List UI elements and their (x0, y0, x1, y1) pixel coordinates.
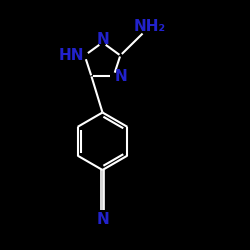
Text: N: N (96, 32, 109, 48)
Text: N: N (96, 212, 109, 228)
Text: N: N (115, 69, 128, 84)
Text: HN: HN (58, 48, 84, 63)
Text: NH₂: NH₂ (134, 19, 166, 34)
